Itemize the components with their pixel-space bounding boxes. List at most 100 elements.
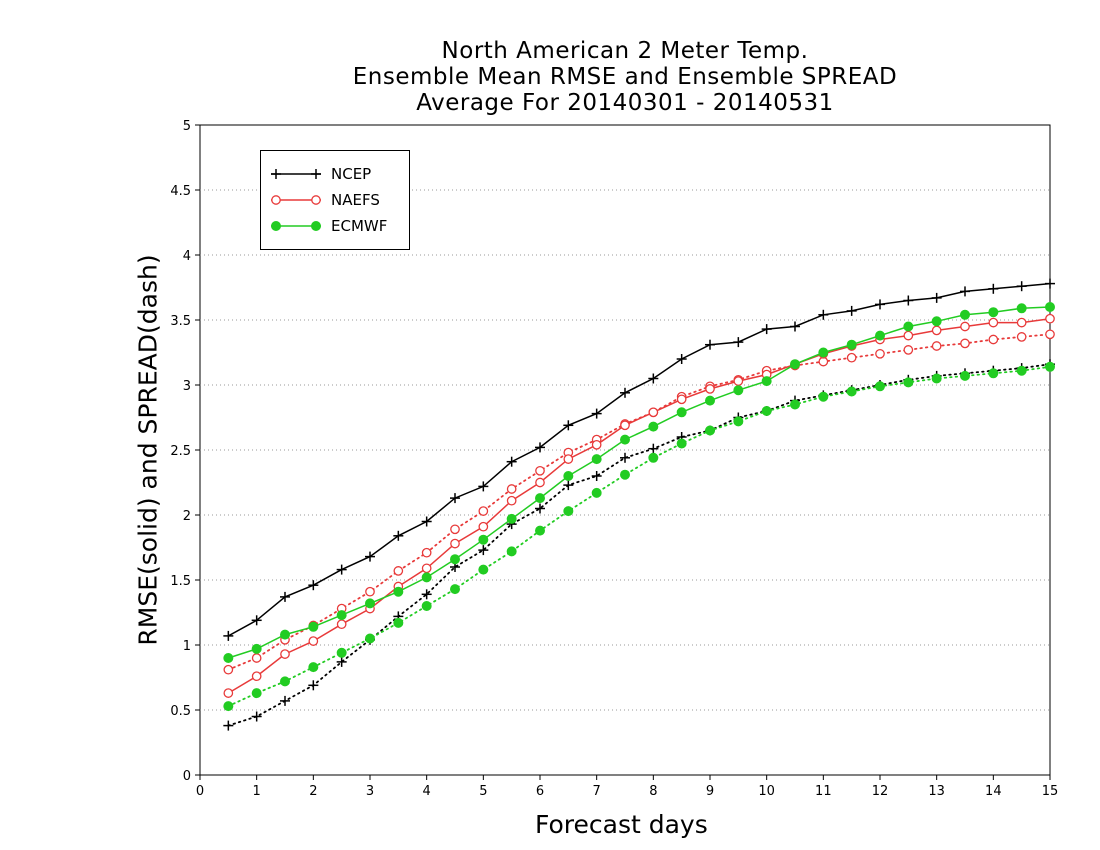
- data-point-ecmwf-spread: [336, 647, 347, 658]
- data-point-ecmwf-rmse: [648, 421, 659, 432]
- data-point-ecmwf-spread: [676, 438, 687, 449]
- data-point-ncep-spread: [421, 589, 432, 600]
- y-tick-label: 0: [183, 769, 191, 784]
- ncep-line-plus-icon: [271, 169, 321, 179]
- naefs-line-circle-icon: [271, 195, 321, 205]
- data-point-naefs-rmse: [931, 325, 942, 336]
- data-point-ecmwf-rmse: [705, 395, 715, 406]
- data-point-ncep-rmse: [563, 420, 574, 431]
- data-point-ecmwf-rmse: [393, 586, 404, 597]
- data-point-ecmwf-spread: [846, 386, 857, 397]
- data-point-ecmwf-rmse: [1016, 303, 1027, 314]
- data-point-ecmwf-rmse: [365, 598, 375, 609]
- data-point-ncep-rmse: [790, 321, 800, 332]
- x-axis-title: Forecast days: [535, 810, 708, 839]
- data-point-ecmwf-spread: [251, 688, 262, 699]
- data-point-ecmwf-spread: [790, 399, 800, 410]
- data-point-ecmwf-spread: [280, 676, 290, 687]
- x-tick-label: 0: [196, 784, 204, 799]
- data-point-ecmwf-spread: [450, 584, 460, 595]
- data-point-ecmwf-spread: [1016, 365, 1027, 376]
- x-tick-label: 11: [815, 784, 832, 799]
- data-point-ecmwf-rmse: [875, 330, 885, 341]
- y-tick-label: 1: [183, 639, 191, 654]
- data-point-ecmwf-spread: [506, 546, 517, 557]
- title-line-2: Ensemble Mean RMSE and Ensemble SPREAD: [352, 64, 898, 90]
- data-point-naefs-rmse: [988, 317, 999, 328]
- data-point-ecmwf-rmse: [280, 629, 290, 640]
- data-point-ncep-rmse: [818, 309, 829, 320]
- x-tick-label: 3: [366, 784, 374, 799]
- data-point-ecmwf-spread: [535, 525, 545, 536]
- data-point-naefs-rmse: [903, 330, 914, 341]
- data-point-ecmwf-spread: [988, 368, 999, 379]
- data-point-naefs-rmse: [620, 420, 630, 431]
- data-point-ncep-rmse: [336, 564, 347, 575]
- x-tick-label: 9: [706, 784, 714, 799]
- data-point-naefs-spread: [903, 345, 914, 355]
- data-point-ncep-rmse: [960, 286, 970, 297]
- legend-marker-left: [271, 195, 281, 205]
- legend-item-ncep: NCEP: [269, 161, 371, 187]
- data-point-ncep-rmse: [931, 292, 942, 303]
- x-tick-label: 6: [536, 784, 544, 799]
- data-point-ncep-rmse: [903, 295, 914, 306]
- data-point-ecmwf-rmse: [563, 471, 574, 481]
- data-point-naefs-rmse: [705, 384, 715, 394]
- data-point-ncep-rmse: [506, 456, 517, 467]
- data-point-naefs-rmse: [280, 649, 290, 659]
- data-point-naefs-rmse: [223, 688, 234, 698]
- data-point-ecmwf-rmse: [676, 407, 687, 418]
- data-point-ecmwf-spread: [931, 373, 942, 384]
- y-tick-label: 4: [183, 249, 191, 264]
- legend-marker-right: [311, 195, 321, 205]
- legend-item-naefs: NAEFS: [269, 187, 380, 213]
- y-axis-title: RMSE(solid) and SPREAD(dash): [133, 254, 163, 646]
- x-tick-label: 4: [423, 784, 431, 799]
- data-point-naefs-rmse: [336, 619, 347, 630]
- data-point-ecmwf-rmse: [1045, 302, 1055, 312]
- series-ncep-rmse: [223, 278, 1055, 641]
- data-point-ncep-rmse: [535, 442, 545, 453]
- data-point-ncep-rmse: [591, 408, 602, 419]
- data-point-ecmwf-spread: [365, 633, 375, 644]
- data-point-ecmwf-spread: [818, 391, 829, 402]
- data-point-naefs-rmse: [535, 477, 545, 488]
- data-point-naefs-rmse: [591, 439, 602, 450]
- data-point-naefs-rmse: [676, 394, 687, 405]
- data-point-naefs-spread: [506, 484, 517, 494]
- data-point-naefs-spread: [1045, 329, 1055, 340]
- data-point-ncep-rmse: [1045, 278, 1055, 289]
- data-point-naefs-spread: [223, 664, 234, 675]
- legend-label-ncep: NCEP: [331, 165, 372, 183]
- data-point-ecmwf-spread: [223, 701, 234, 712]
- data-point-naefs-rmse: [563, 454, 574, 464]
- data-point-ecmwf-rmse: [450, 554, 460, 565]
- data-point-ecmwf-rmse: [251, 643, 262, 654]
- legend-item-ecmwf: ECMWF: [269, 213, 387, 239]
- legend-marker-left: [271, 169, 281, 179]
- x-tick-label: 14: [985, 784, 1002, 799]
- data-point-naefs-spread: [1016, 332, 1027, 342]
- data-point-ecmwf-rmse: [846, 339, 857, 350]
- data-point-ecmwf-spread: [960, 370, 970, 381]
- data-point-ncep-rmse: [280, 591, 290, 602]
- data-point-ecmwf-spread: [393, 617, 404, 628]
- data-point-ecmwf-spread: [705, 425, 715, 436]
- series-ecmwf-spread: [223, 361, 1055, 712]
- y-tick-label: 1.5: [170, 574, 191, 589]
- legend-marker-right: [311, 221, 321, 231]
- data-point-ncep-spread: [563, 480, 574, 491]
- data-point-ncep-spread: [591, 471, 602, 481]
- x-tick-label: 7: [593, 784, 601, 799]
- data-point-naefs-rmse: [1045, 313, 1055, 324]
- data-point-naefs-spread: [535, 465, 545, 476]
- data-point-naefs-rmse: [478, 521, 489, 532]
- y-tick-label: 3.5: [170, 314, 191, 329]
- data-point-ecmwf-rmse: [421, 572, 432, 583]
- data-point-naefs-spread: [931, 341, 942, 351]
- data-point-ncep-spread: [308, 680, 319, 691]
- x-tick-label: 12: [872, 784, 889, 799]
- series-ecmwf-rmse: [223, 302, 1055, 663]
